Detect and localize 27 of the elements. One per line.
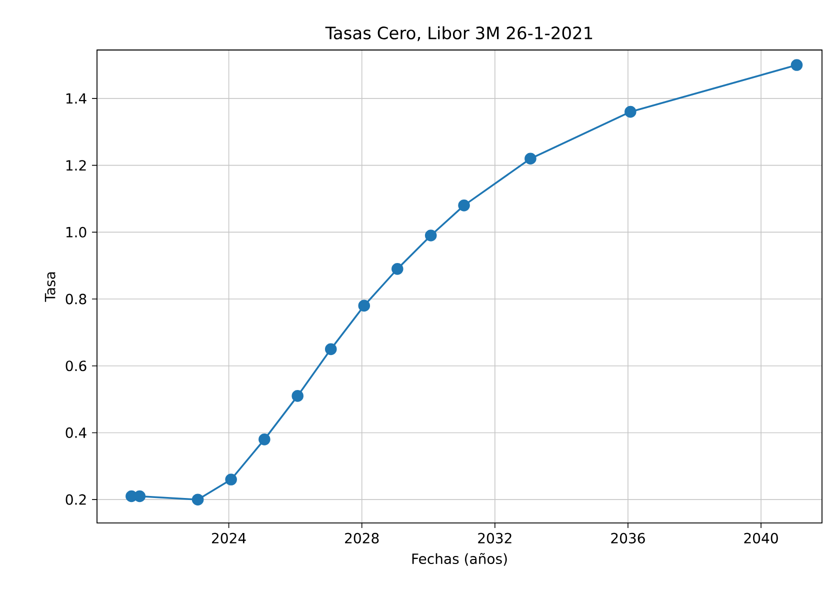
y-tick-label: 1.2 xyxy=(66,160,86,171)
x-tick-label: 2036 xyxy=(611,532,645,544)
y-tick-label: 1.4 xyxy=(66,93,86,104)
y-tick-label: 0.4 xyxy=(66,427,86,438)
point xyxy=(358,300,370,312)
point xyxy=(391,263,404,275)
point xyxy=(324,343,337,356)
x-tick-label: 2032 xyxy=(478,532,512,544)
y-tick-label: 0.2 xyxy=(66,494,86,505)
point xyxy=(292,390,304,402)
x-tick-label: 2040 xyxy=(744,532,778,544)
x-tick-label: 2028 xyxy=(345,532,379,544)
point xyxy=(424,230,437,242)
x-axis-title: Fechas (años) xyxy=(412,552,507,566)
point xyxy=(624,106,636,118)
point xyxy=(258,434,270,446)
point xyxy=(790,59,803,71)
chart-title: Tasas Cero, Libor 3M 26-1-2021 xyxy=(325,26,592,42)
y-tick-label: 1.0 xyxy=(66,226,86,238)
point xyxy=(524,152,536,165)
x-tick-label: 2024 xyxy=(212,532,246,544)
point xyxy=(458,200,470,212)
point xyxy=(225,474,237,486)
y-tick-label: 0.6 xyxy=(66,360,86,372)
y-tick-label: 0.8 xyxy=(66,294,86,304)
y-axis-title: Tasa xyxy=(44,272,56,302)
point xyxy=(192,494,204,506)
